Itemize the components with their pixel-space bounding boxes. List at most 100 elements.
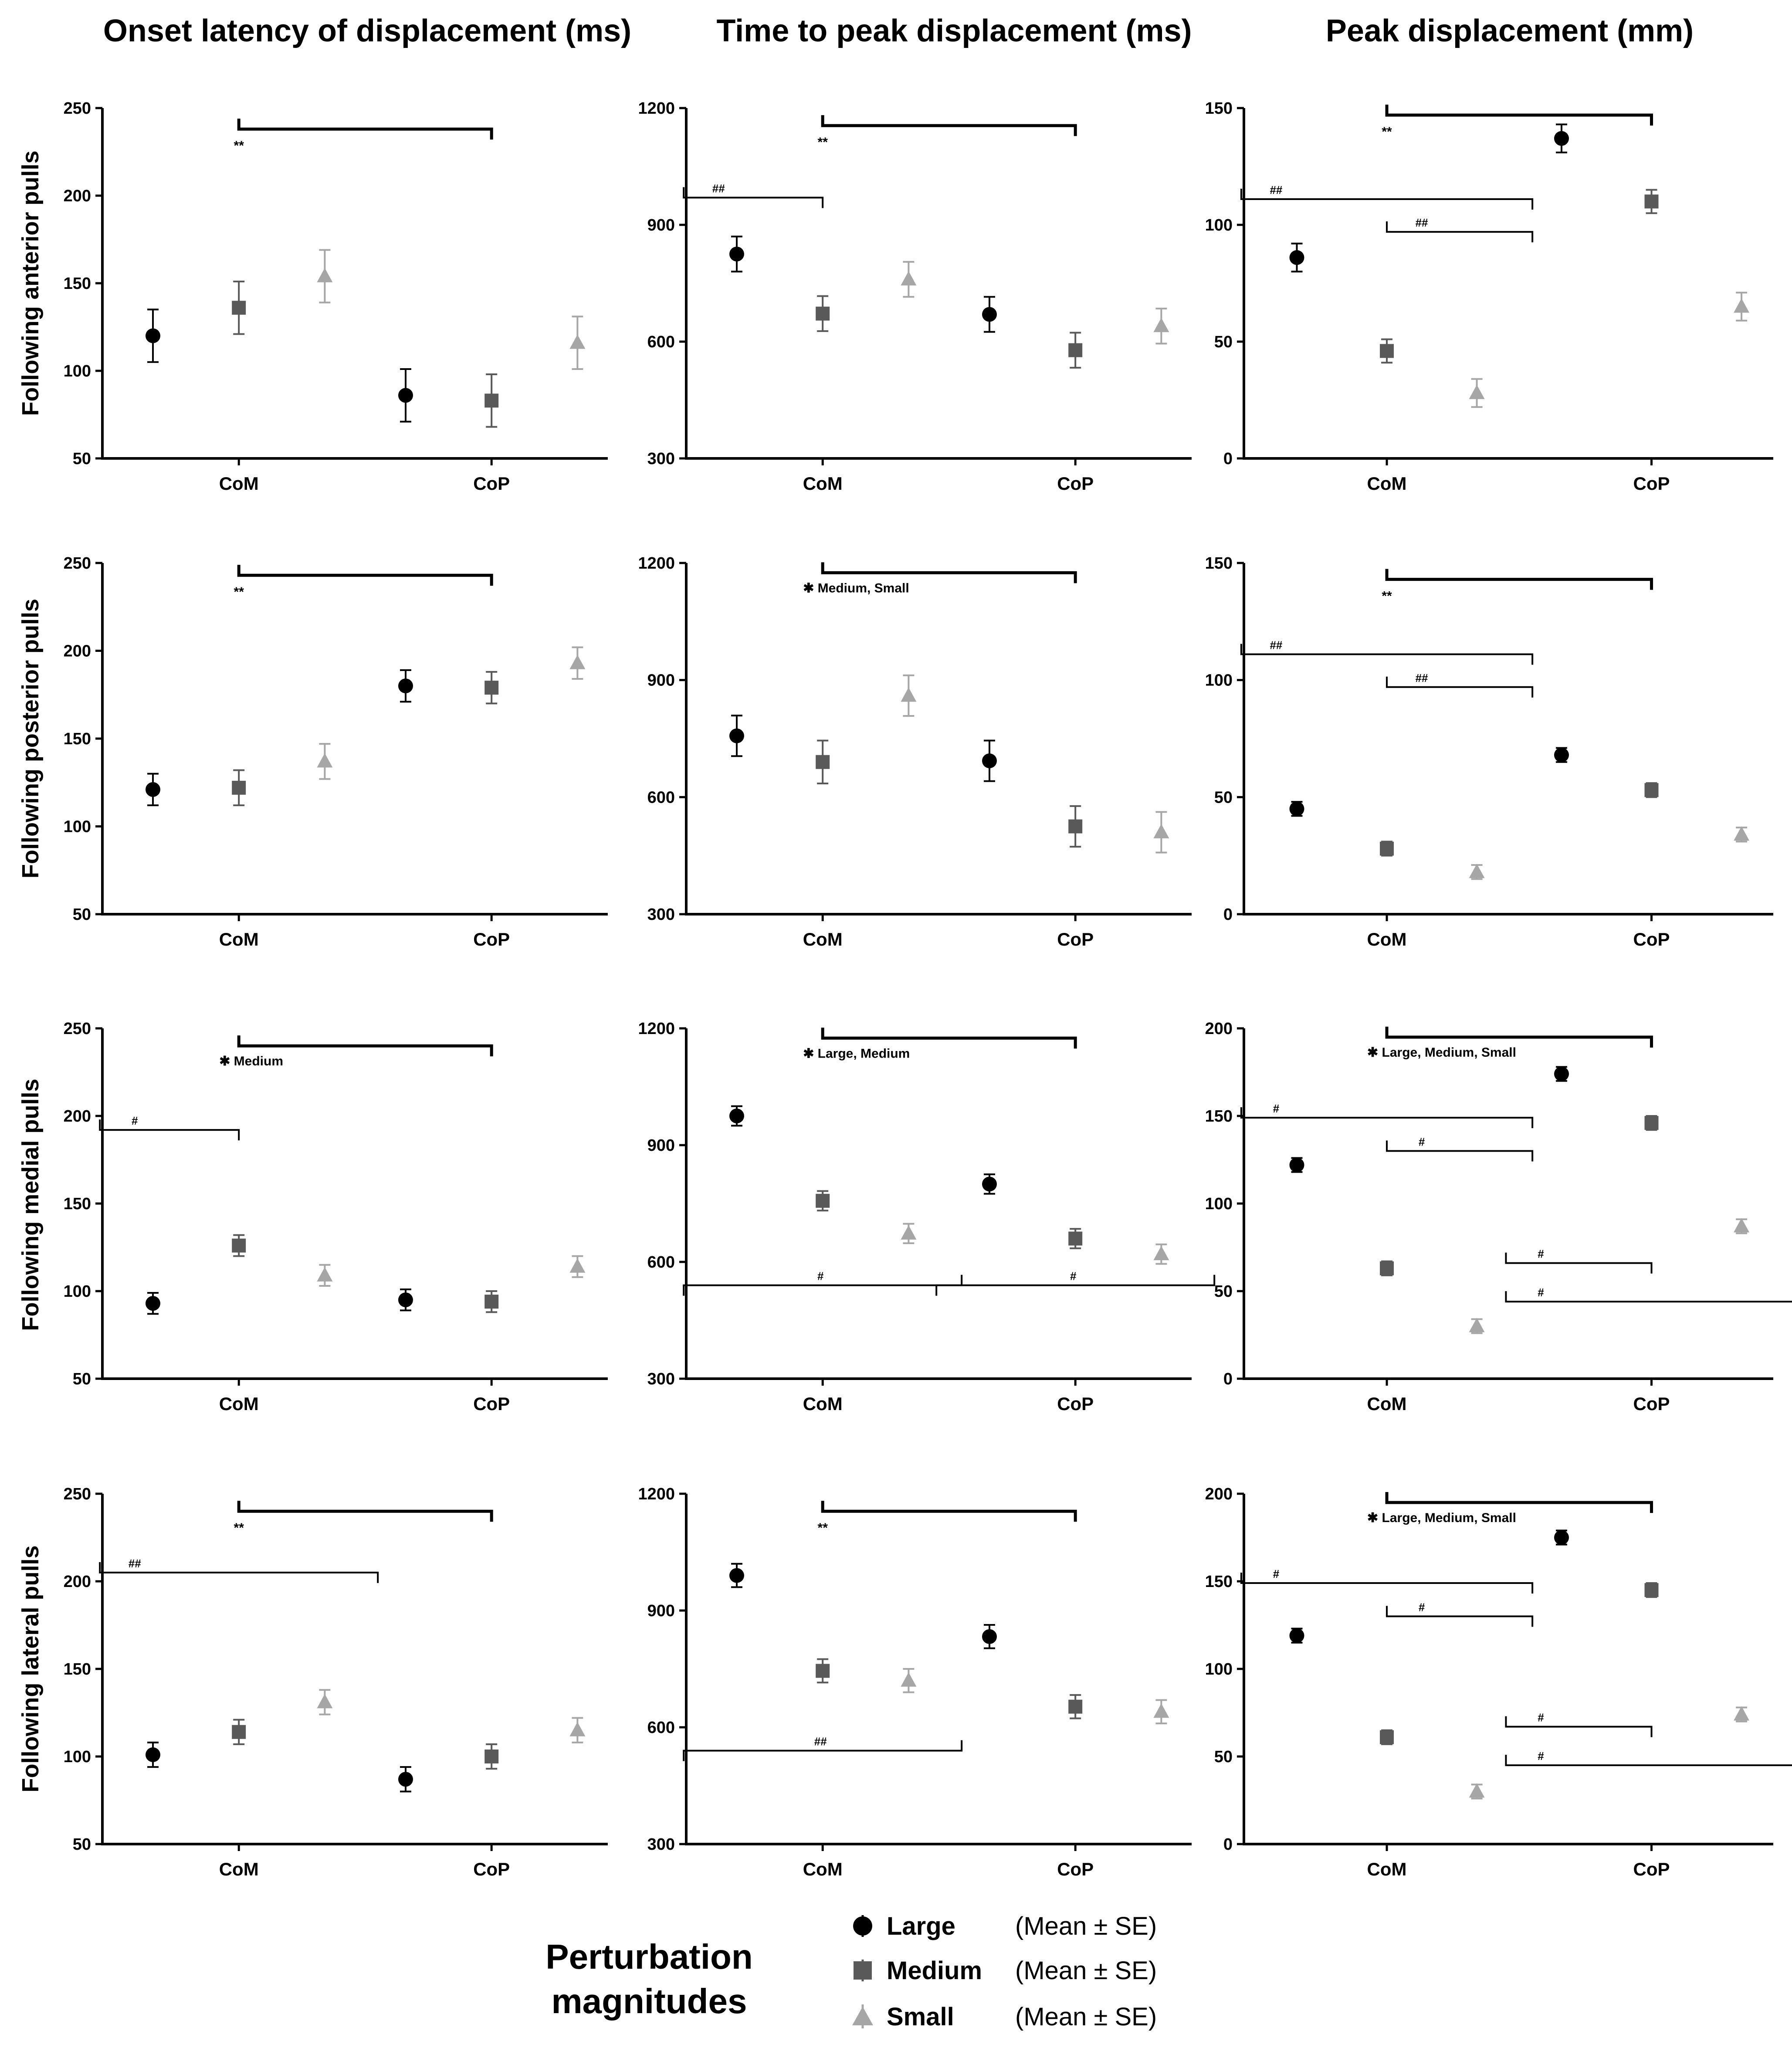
legend-item-large: Large (Mean ± SE) bbox=[853, 1912, 1157, 1940]
data-point-medium bbox=[1068, 1694, 1083, 1719]
data-point-large bbox=[398, 1766, 413, 1793]
marker-circle bbox=[146, 782, 160, 797]
data-point-medium bbox=[1644, 1115, 1659, 1131]
bracket-line bbox=[1386, 221, 1534, 243]
x-tick-label-cop: CoP bbox=[473, 1859, 510, 1879]
y-tick-label: 300 bbox=[647, 1835, 675, 1854]
y-tick-label: 50 bbox=[1214, 1748, 1233, 1766]
bracket-line bbox=[1240, 644, 1534, 665]
marker-square bbox=[484, 1295, 499, 1309]
legend-medium-stat: (Mean ± SE) bbox=[1015, 1956, 1157, 1985]
marker-square bbox=[1380, 344, 1394, 358]
marker-square bbox=[1644, 783, 1659, 797]
x-tick-label-com: CoM bbox=[219, 1394, 259, 1414]
bracket-label: ## bbox=[814, 1735, 827, 1748]
marker-circle bbox=[982, 753, 997, 769]
x-tick-label-com: CoM bbox=[219, 929, 259, 949]
data-point-small bbox=[1153, 1243, 1169, 1265]
marker-triangle bbox=[1469, 864, 1485, 878]
significance-bracket: ## bbox=[683, 182, 824, 208]
legend-medium-label: Medium bbox=[887, 1956, 982, 1985]
marker-triangle bbox=[317, 268, 333, 282]
bracket-label: # bbox=[1419, 1600, 1425, 1614]
significance-bracket: # bbox=[1240, 1102, 1534, 1129]
y-tick-label: 100 bbox=[1205, 1660, 1233, 1678]
y-tick-label: 300 bbox=[647, 450, 675, 468]
row-label-anterior: Following anterior pulls bbox=[17, 150, 44, 416]
data-point-small bbox=[569, 646, 586, 680]
marker-triangle bbox=[569, 654, 586, 669]
significance-bracket: ## bbox=[1386, 671, 1534, 698]
x-tick-label-cop: CoP bbox=[1633, 929, 1670, 949]
data-point-small bbox=[317, 1264, 333, 1287]
data-point-large bbox=[729, 1563, 744, 1588]
column-title-peak-displacement: Peak displacement (mm) bbox=[1326, 14, 1694, 48]
data-point-medium bbox=[1380, 338, 1394, 364]
marker-triangle bbox=[1734, 826, 1750, 841]
significance-bracket: ** bbox=[1382, 105, 1653, 139]
y-tick-label: 50 bbox=[1214, 1282, 1233, 1301]
bracket-label: # bbox=[1419, 1135, 1425, 1148]
x-tick-label-cop: CoP bbox=[1633, 1394, 1670, 1414]
bracket-label: ## bbox=[1270, 639, 1282, 652]
bracket-label: ## bbox=[129, 1557, 141, 1570]
bracket-label: ** bbox=[234, 1521, 244, 1535]
bracket-label: # bbox=[1538, 1286, 1544, 1299]
x-tick-label-com: CoM bbox=[1367, 929, 1407, 949]
y-tick-label: 300 bbox=[647, 1370, 675, 1388]
marker-square bbox=[232, 301, 246, 315]
marker-circle bbox=[982, 307, 997, 322]
bracket-line bbox=[821, 1027, 1077, 1049]
marker-circle bbox=[146, 1747, 160, 1762]
panel-r2-c1: 300 600 900 1200 CoM CoP ✱ Large, Medium # # bbox=[638, 1020, 1216, 1414]
significance-bracket: # bbox=[1505, 1711, 1653, 1737]
y-tick-label: 100 bbox=[1205, 216, 1233, 234]
bracket-line bbox=[1240, 189, 1534, 210]
significance-bracket: ** bbox=[234, 119, 493, 153]
significance-bracket: ## bbox=[1240, 639, 1534, 665]
panel-r2-c0: 50 100 150 200 250 CoM CoP ✱ Medium # bbox=[64, 1020, 608, 1414]
significance-bracket: # bbox=[683, 1270, 963, 1296]
marker-square bbox=[1068, 819, 1083, 834]
marker-circle bbox=[1289, 1628, 1304, 1643]
marker-square bbox=[1380, 841, 1394, 856]
data-point-small bbox=[1734, 826, 1750, 843]
bracket-line bbox=[683, 1275, 963, 1296]
data-point-small bbox=[1469, 378, 1485, 408]
marker-square bbox=[1644, 194, 1659, 209]
data-point-small bbox=[1153, 1699, 1169, 1725]
significance-bracket: ✱ Large, Medium, Small bbox=[1367, 1027, 1653, 1060]
data-point-large bbox=[982, 1173, 997, 1195]
bracket-line bbox=[99, 1119, 240, 1141]
bracket-line bbox=[1240, 1573, 1534, 1594]
data-point-large bbox=[398, 669, 413, 703]
data-point-large bbox=[1289, 1157, 1304, 1173]
bracket-label: # bbox=[1273, 1102, 1280, 1115]
marker-triangle bbox=[569, 1258, 586, 1273]
marker-triangle bbox=[1734, 1706, 1750, 1721]
y-tick-label: 1200 bbox=[638, 1020, 675, 1038]
x-tick-label-com: CoM bbox=[1367, 1859, 1407, 1879]
marker-circle bbox=[729, 247, 744, 261]
bracket-label: ** bbox=[818, 1521, 828, 1535]
row-labels: Following anterior pulls Following poste… bbox=[17, 150, 44, 1792]
marker-square bbox=[1380, 1261, 1394, 1275]
x-tick-label-cop: CoP bbox=[473, 473, 510, 494]
significance-bracket: ## bbox=[1240, 183, 1534, 210]
data-point-medium bbox=[816, 739, 830, 784]
y-tick-label: 0 bbox=[1223, 1370, 1233, 1388]
marker-circle bbox=[398, 1292, 413, 1308]
significance-bracket: ** bbox=[234, 565, 493, 599]
y-tick-label: 600 bbox=[647, 788, 675, 807]
significance-bracket: ✱ Medium bbox=[219, 1035, 493, 1068]
data-point-medium bbox=[816, 295, 830, 332]
y-tick-label: 0 bbox=[1223, 1835, 1233, 1854]
significance-bracket: ✱ Large, Medium, Small bbox=[1367, 1492, 1653, 1525]
bracket-line bbox=[683, 187, 824, 208]
y-tick-label: 150 bbox=[64, 275, 91, 293]
data-point-large bbox=[398, 1288, 413, 1312]
y-tick-label: 250 bbox=[64, 554, 91, 573]
marker-triangle bbox=[317, 1267, 333, 1282]
bracket-label: ## bbox=[1270, 183, 1282, 197]
marker-square bbox=[1644, 1583, 1659, 1597]
